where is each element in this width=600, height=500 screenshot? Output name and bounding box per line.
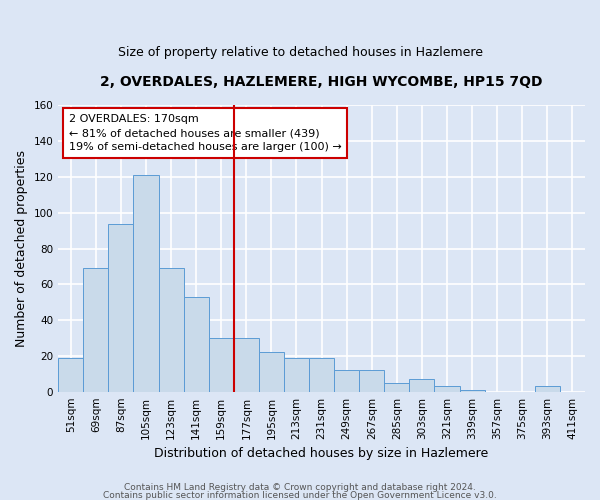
Bar (284, 358, 309, 392)
Bar (385, 382, 409, 392)
Bar (109, 224, 133, 392)
Bar (58, 358, 83, 392)
Text: 2 OVERDALES: 170sqm
← 81% of detached houses are smaller (439)
19% of semi-detac: 2 OVERDALES: 170sqm ← 81% of detached ho… (69, 114, 341, 152)
Bar (460, 390, 485, 392)
Bar (83, 268, 109, 392)
Bar (234, 338, 259, 392)
Bar (184, 297, 209, 392)
X-axis label: Distribution of detached houses by size in Hazlemere: Distribution of detached houses by size … (154, 447, 489, 460)
Bar (359, 370, 385, 392)
Bar (133, 175, 158, 392)
Title: 2, OVERDALES, HAZLEMERE, HIGH WYCOMBE, HP15 7QD: 2, OVERDALES, HAZLEMERE, HIGH WYCOMBE, H… (100, 75, 543, 89)
Bar (409, 379, 434, 392)
Text: Contains public sector information licensed under the Open Government Licence v3: Contains public sector information licen… (103, 492, 497, 500)
Bar (434, 386, 460, 392)
Bar (259, 352, 284, 392)
Bar (158, 268, 184, 392)
Bar (334, 370, 359, 392)
Bar (209, 338, 234, 392)
Bar (535, 386, 560, 392)
Bar (309, 358, 334, 392)
Y-axis label: Number of detached properties: Number of detached properties (15, 150, 28, 347)
Text: Size of property relative to detached houses in Hazlemere: Size of property relative to detached ho… (118, 46, 482, 59)
Text: Contains HM Land Registry data © Crown copyright and database right 2024.: Contains HM Land Registry data © Crown c… (124, 483, 476, 492)
